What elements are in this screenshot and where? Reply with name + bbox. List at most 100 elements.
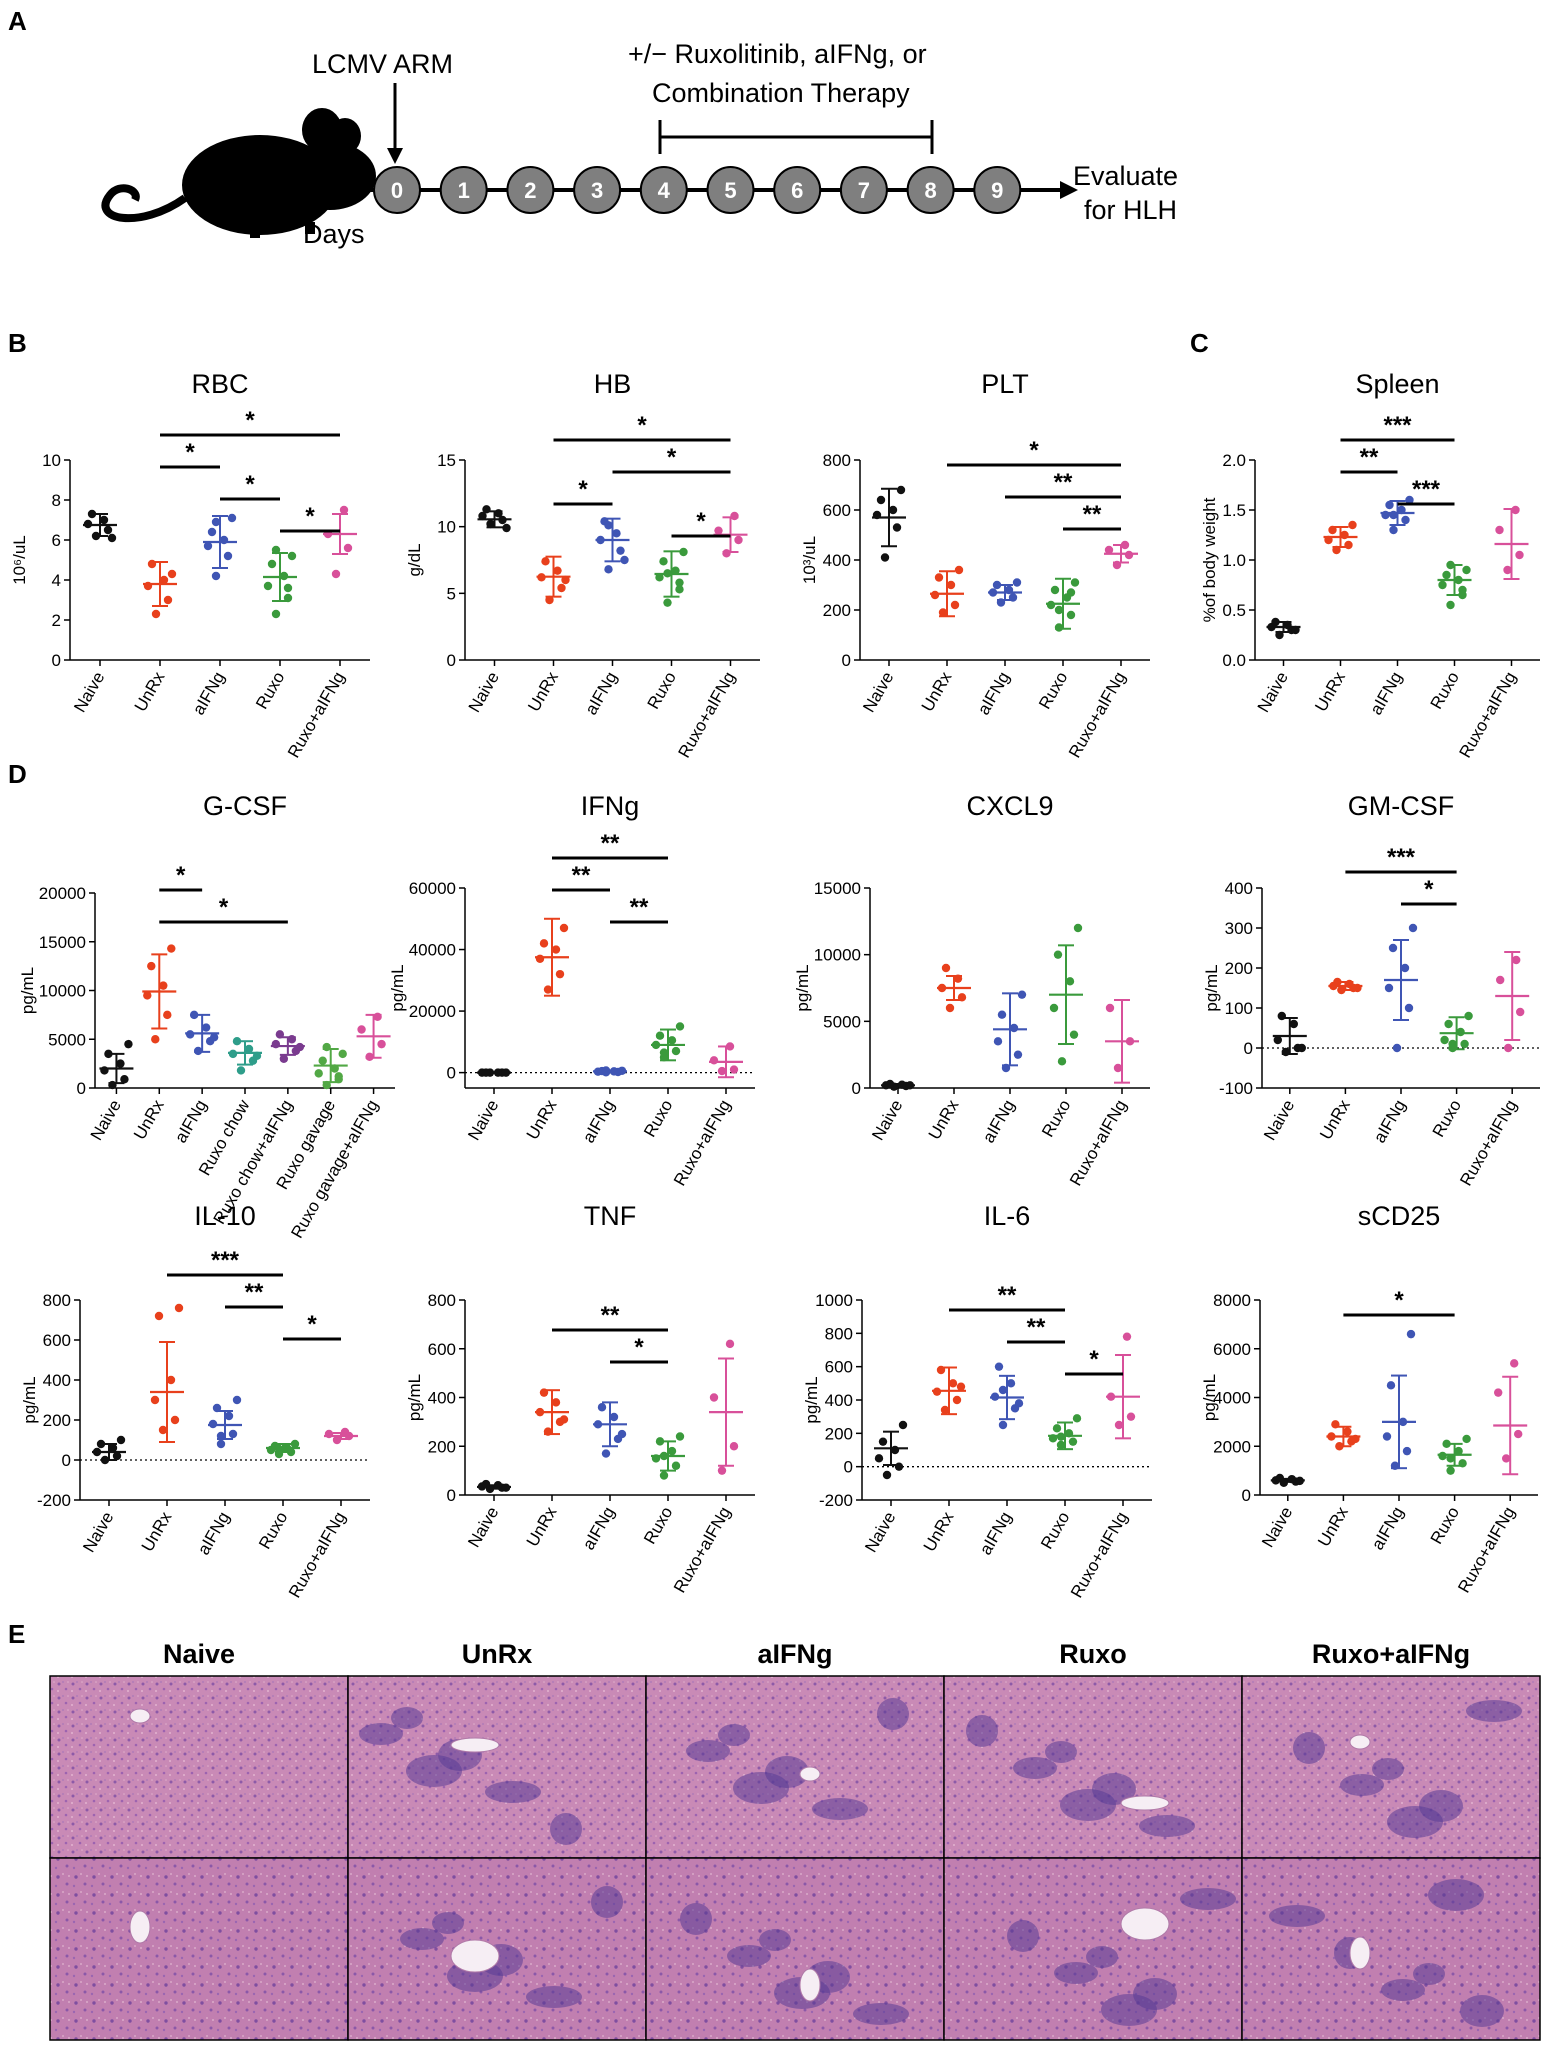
x-category-label: UnRx <box>1311 668 1349 715</box>
data-point <box>501 1068 511 1077</box>
x-category-label: Ruxo+aIFNg <box>1456 1097 1520 1190</box>
data-point <box>1287 1474 1297 1484</box>
x-category-label: Ruxo <box>1035 669 1071 713</box>
data-point <box>1446 560 1455 570</box>
chart-title: CXCL9 <box>966 791 1053 821</box>
histology-label: Ruxo+aIFNg <box>1312 1639 1470 1669</box>
x-category-label: Naive <box>464 1097 502 1144</box>
y-tick-label: 15000 <box>39 933 86 952</box>
data-point <box>283 583 293 593</box>
data-point <box>1400 963 1410 973</box>
data-point <box>1384 983 1394 993</box>
infiltrate-cluster <box>1007 1920 1039 1952</box>
data-point <box>1122 1332 1132 1341</box>
infiltrate-cluster <box>1340 1774 1384 1796</box>
data-point <box>108 1080 117 1090</box>
day-label: 0 <box>391 178 403 203</box>
chart-cxcl9: CXCL9 0 5000 10000 15000 pg/mL Naive UnRx aIFNg R… <box>793 791 1150 1189</box>
data-point <box>1328 525 1337 535</box>
day-marker <box>439 166 488 214</box>
data-point <box>104 1049 113 1059</box>
x-category-label: Ruxo <box>255 1509 291 1553</box>
x-category-label: aIFNg <box>1366 669 1406 719</box>
data-point <box>709 1393 719 1402</box>
data-point <box>1073 923 1083 933</box>
data-point <box>147 559 157 569</box>
data-point <box>120 1075 129 1084</box>
data-point <box>1516 1007 1525 1017</box>
data-point <box>953 974 963 983</box>
data-point <box>287 551 297 561</box>
y-tick-label: 200 <box>43 1411 71 1430</box>
evaluate-label-line1: Evaluate <box>1073 161 1178 191</box>
data-point <box>1333 977 1342 987</box>
data-point <box>1344 540 1353 550</box>
data-point <box>730 511 739 521</box>
infiltrate-cluster <box>1180 1888 1236 1910</box>
data-point <box>283 593 293 603</box>
y-tick-label: -200 <box>819 1491 853 1510</box>
infiltrate-cluster <box>1013 1757 1057 1779</box>
data-point <box>1515 550 1524 560</box>
data-point <box>1340 530 1349 540</box>
data-point <box>945 1003 955 1013</box>
x-category-label: aIFNg <box>974 669 1014 719</box>
data-point <box>1069 1030 1079 1039</box>
data-point <box>163 595 173 605</box>
x-category-label: aIFNg <box>979 1097 1019 1147</box>
data-point <box>555 969 565 979</box>
mouse-icon <box>101 108 376 238</box>
panel-label-c: C <box>1190 328 1209 358</box>
chart-title: GM-CSF <box>1348 791 1454 821</box>
data-point <box>1052 1424 1062 1433</box>
y-axis-label: pg/mL <box>802 1376 821 1423</box>
day-marker <box>506 166 555 214</box>
data-point <box>651 1454 661 1463</box>
x-category-label: Ruxo+aIFNg <box>284 669 348 762</box>
data-point <box>543 985 553 994</box>
y-tick-label: 0 <box>77 1079 86 1098</box>
data-point <box>882 1470 892 1480</box>
data-point <box>143 991 152 1000</box>
data-point <box>1331 1420 1340 1429</box>
histology-image <box>347 1675 647 1859</box>
data-point <box>1275 1473 1285 1483</box>
data-point <box>486 519 495 529</box>
chart-gcsf: G-CSF 0 5000 10000 15000 20000 pg/mL Naive UnRx a… <box>18 791 395 1241</box>
y-tick-label: 0 <box>447 1486 456 1505</box>
significance-label: *** <box>1383 412 1412 439</box>
data-point <box>1446 1466 1455 1475</box>
data-point <box>539 939 549 948</box>
data-point <box>553 566 562 575</box>
data-point <box>91 531 101 541</box>
data-point <box>1070 578 1080 587</box>
data-point <box>211 571 221 581</box>
data-point <box>996 598 1006 607</box>
data-point <box>612 529 621 538</box>
infiltrate-cluster <box>1045 1741 1077 1763</box>
data-point <box>659 1451 669 1461</box>
data-point <box>709 1056 719 1065</box>
infiltrate-cluster <box>1387 1806 1443 1838</box>
data-point <box>998 1385 1008 1395</box>
vessel-lumen <box>450 1737 500 1753</box>
chart-il10: IL-10 -200 0 200 400 600 800 pg/mL Naive UnRx aIFN… <box>20 1201 370 1601</box>
data-point <box>1335 1442 1344 1451</box>
data-point <box>1458 1459 1467 1468</box>
day-marker <box>973 166 1022 214</box>
x-category-label: Ruxo+aIFNg <box>675 669 739 762</box>
data-point <box>1104 545 1114 555</box>
data-point <box>498 515 507 525</box>
data-point <box>494 509 503 518</box>
data-point <box>1345 979 1354 989</box>
data-point <box>1008 593 1018 602</box>
data-point <box>100 1066 109 1075</box>
data-point <box>100 1455 110 1465</box>
infiltrate-cluster <box>1060 1789 1116 1821</box>
data-point <box>993 1037 1003 1046</box>
significance-label: * <box>1424 876 1434 903</box>
panel-label-d: D <box>8 759 27 789</box>
data-point <box>539 1388 549 1397</box>
y-tick-label: 800 <box>43 1291 71 1310</box>
y-axis-label: pg/mL <box>793 964 812 1011</box>
